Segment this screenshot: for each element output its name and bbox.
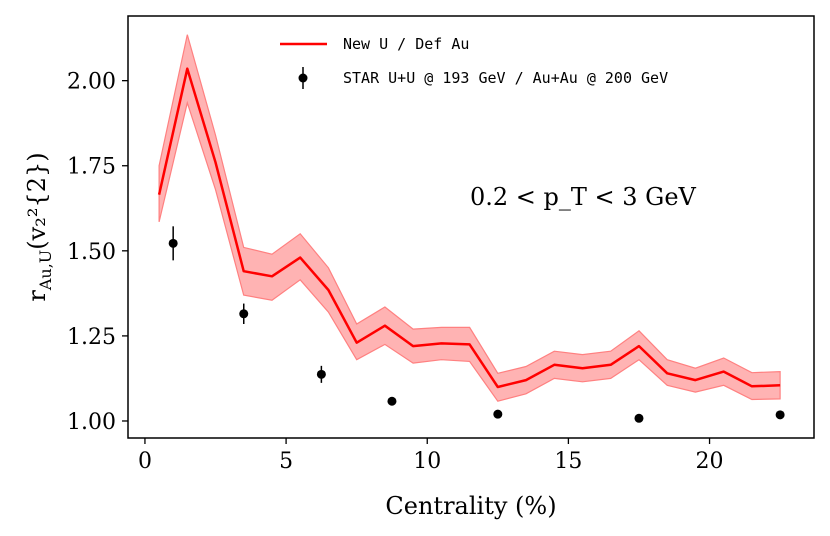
y-tick-label: 1.50 (67, 240, 116, 265)
star-data-point (387, 396, 397, 406)
x-tick-label: 10 (413, 449, 441, 474)
plot-area (157, 34, 785, 423)
star-data-point (634, 413, 644, 423)
star-data-point (316, 365, 326, 383)
star-marker (168, 238, 178, 248)
star-marker (316, 369, 326, 379)
x-tick-label: 5 (279, 449, 293, 474)
legend-label-star: STAR U+U @ 193 GeV / Au+Au @ 200 GeV (343, 69, 668, 87)
legend-marker-swatch (298, 73, 308, 83)
legend-label-model: New U / Def Au (343, 35, 469, 53)
axis-ticks: 0 5 10 15 20 1.00 1.25 1.50 1.75 2.00 (67, 70, 724, 474)
star-marker (493, 409, 503, 419)
y-tick-label: 2.00 (67, 70, 116, 95)
star-data-point (168, 226, 178, 261)
y-tick-label: 1.75 (67, 155, 116, 180)
x-tick-label: 0 (138, 449, 152, 474)
star-marker (775, 410, 785, 420)
star-data-point (239, 303, 249, 324)
star-data-point (493, 409, 503, 419)
x-axis-label: Centrality (%) (385, 492, 556, 520)
x-tick-label: 20 (696, 449, 724, 474)
star-marker (239, 309, 249, 319)
model-line (157, 67, 781, 389)
x-tick-label: 15 (554, 449, 582, 474)
y-tick-label: 1.25 (67, 325, 116, 350)
star-marker (387, 396, 397, 406)
y-tick-label: 1.00 (67, 410, 116, 435)
star-marker (634, 413, 644, 423)
y-axis-label-main: r (23, 290, 51, 302)
model-uncertainty-band (158, 34, 781, 402)
y-axis-label-args: (v₂²{2}) (23, 152, 51, 249)
kinematic-annotation: 0.2 < p_T < 3 GeV (470, 183, 697, 211)
axes-frame (127, 15, 815, 439)
legend: New U / Def Au STAR U+U @ 193 GeV / Au+A… (280, 35, 668, 89)
star-data-point (775, 410, 785, 420)
y-axis-label-sub: Au,U (36, 250, 55, 291)
y-axis-label: rAu,U(v₂²{2}) (23, 152, 55, 301)
